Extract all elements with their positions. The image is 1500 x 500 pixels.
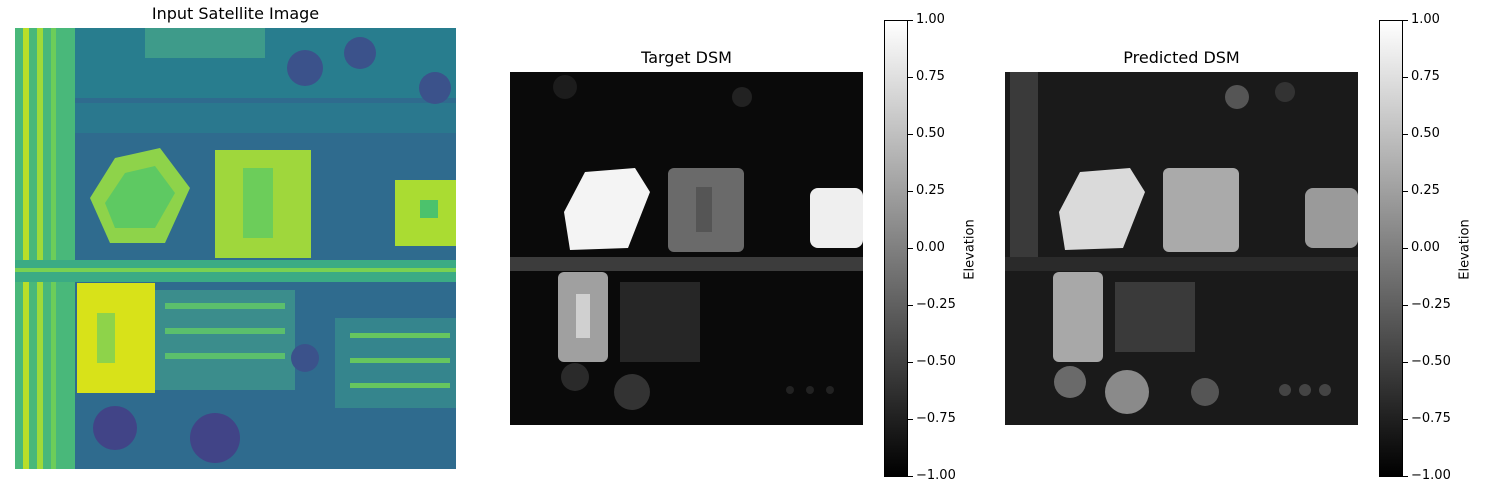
target-colorbar-label: Elevation: [962, 219, 978, 280]
colorbar-tick-mark: [908, 20, 913, 21]
colorbar-tick-mark: [908, 134, 913, 135]
colorbar-tick-label: 1.00: [916, 12, 945, 27]
colorbar-tick-label: −0.50: [1411, 354, 1451, 369]
colorbar-tick-label: 0.00: [1411, 240, 1440, 255]
colorbar-tick-label: 0.25: [1411, 183, 1440, 198]
colorbar-tick-mark: [1403, 134, 1408, 135]
target-colorbar: [884, 20, 908, 477]
colorbar-tick-mark: [908, 77, 913, 78]
colorbar-tick-label: −1.00: [916, 468, 956, 483]
target-dsm-image: [510, 72, 863, 425]
colorbar-tick-mark: [1403, 191, 1408, 192]
colorbar-tick-label: −0.25: [916, 297, 956, 312]
colorbar-tick-mark: [1403, 305, 1408, 306]
colorbar-tick-mark: [908, 248, 913, 249]
predicted-dsm-image: [1005, 72, 1358, 425]
colorbar-tick-label: 1.00: [1411, 12, 1440, 27]
input-satellite-image: [15, 28, 456, 469]
colorbar-tick-label: 0.75: [916, 69, 945, 84]
input-image-title: Input Satellite Image: [151, 4, 320, 23]
colorbar-tick-mark: [908, 419, 913, 420]
colorbar-tick-label: 0.50: [916, 126, 945, 141]
colorbar-tick-mark: [908, 305, 913, 306]
colorbar-tick-label: −0.75: [916, 411, 956, 426]
colorbar-tick-label: 0.25: [916, 183, 945, 198]
colorbar-tick-mark: [908, 362, 913, 363]
colorbar-tick-mark: [908, 191, 913, 192]
colorbar-tick-mark: [1403, 77, 1408, 78]
predicted-colorbar-label: Elevation: [1457, 219, 1473, 280]
colorbar-tick-mark: [1403, 20, 1408, 21]
colorbar-tick-mark: [1403, 362, 1408, 363]
colorbar-tick-mark: [908, 476, 913, 477]
predicted-dsm-title: Predicted DSM: [1123, 48, 1240, 67]
colorbar-tick-label: −0.50: [916, 354, 956, 369]
colorbar-tick-label: 0.00: [916, 240, 945, 255]
colorbar-tick-mark: [1403, 476, 1408, 477]
colorbar-tick-label: −0.75: [1411, 411, 1451, 426]
colorbar-tick-mark: [1403, 248, 1408, 249]
colorbar-tick-label: 0.75: [1411, 69, 1440, 84]
colorbar-tick-mark: [1403, 419, 1408, 420]
colorbar-tick-label: 0.50: [1411, 126, 1440, 141]
predicted-colorbar: [1379, 20, 1403, 477]
colorbar-tick-label: −0.25: [1411, 297, 1451, 312]
target-dsm-title: Target DSM: [641, 48, 732, 67]
colorbar-tick-label: −1.00: [1411, 468, 1451, 483]
